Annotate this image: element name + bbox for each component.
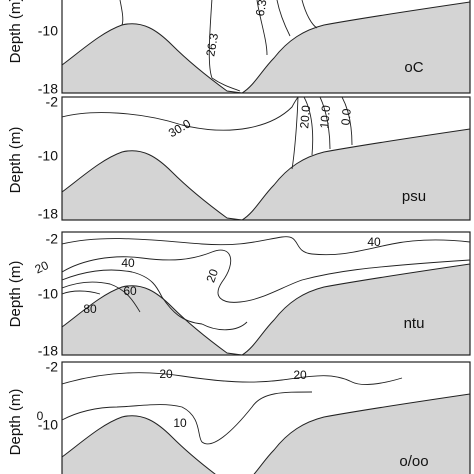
contour-label: 20 xyxy=(293,368,307,382)
unit-label: psu xyxy=(402,188,426,205)
unit-label: ntu xyxy=(404,315,425,332)
panel-salinity: 30.0 20.0 10.0 0.0 psu xyxy=(61,96,471,221)
contour-label: 60 xyxy=(123,284,137,298)
panel-temperature: 26.3 6.3 oC xyxy=(61,0,471,94)
y-tick-label: -18 xyxy=(38,343,58,359)
y-tick-label: -10 xyxy=(38,23,58,39)
contour-label: 20 xyxy=(33,258,51,276)
panel-turbidity: 40 20 40 60 80 20 ntu xyxy=(33,231,471,356)
y-tick-label: -2 xyxy=(46,359,59,375)
y-tick-label: -10 xyxy=(38,417,58,433)
contour-label: 0.0 xyxy=(338,108,353,126)
y-tick-label: -2 xyxy=(46,94,59,110)
y-tick-label: -2 xyxy=(46,231,59,247)
y-axis-label: Depth (m) xyxy=(7,127,24,194)
contour-label: 20.0 xyxy=(297,104,313,129)
y-axis-label: Depth (m) xyxy=(7,389,24,456)
contour-label: 10.0 xyxy=(317,104,333,129)
unit-label: oC xyxy=(404,59,423,76)
contour-label: 26.3 xyxy=(203,32,221,58)
y-tick-label: -10 xyxy=(38,148,58,164)
contour-label: 20 xyxy=(203,267,221,285)
y-tick-label: -18 xyxy=(38,81,58,97)
contour-label: 0 xyxy=(37,409,44,423)
y-axis-label: Depth (m) xyxy=(7,0,24,63)
contour-label: 6.3 xyxy=(253,0,270,17)
unit-label: o/oo xyxy=(399,453,428,470)
contour-label: 40 xyxy=(121,256,135,270)
contour-label: 30.0 xyxy=(166,116,194,140)
y-axis-label: Depth (m) xyxy=(7,261,24,328)
contour-label: 10 xyxy=(173,416,187,430)
y-tick-label: -18 xyxy=(38,206,58,222)
contour-label: 80 xyxy=(83,302,97,316)
contour-label: 40 xyxy=(367,235,381,249)
y-tick-label: -10 xyxy=(38,286,58,302)
panel-density: 20 20 0 10 o/oo xyxy=(37,361,471,474)
contour-label: 20 xyxy=(159,367,173,381)
